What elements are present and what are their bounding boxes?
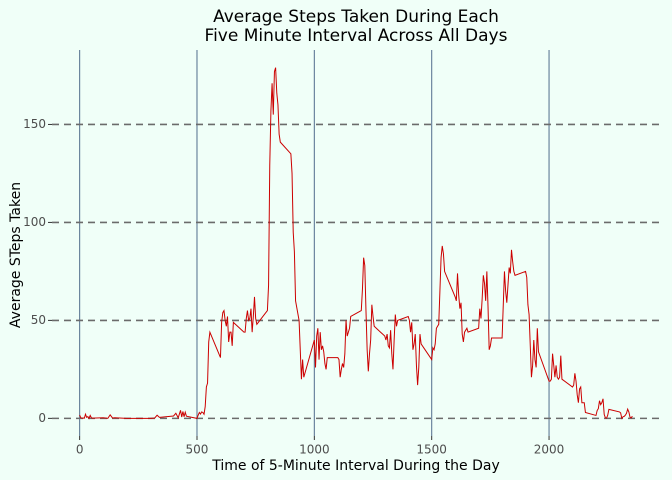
data-line [79, 67, 633, 420]
x-tick-label: 500 [186, 443, 209, 457]
x-tick-label: 1000 [299, 443, 330, 457]
x-tick-label: 2000 [534, 443, 565, 457]
chart-title: Five Minute Interval Across All Days [205, 26, 508, 46]
y-tick-label: 100 [23, 215, 46, 229]
x-axis-label: Time of 5-Minute Interval During the Day [211, 458, 500, 474]
x-tick-label: 0 [76, 443, 84, 457]
y-axis-label: Average STeps Taken [8, 182, 24, 328]
x-tick-label: 1500 [416, 443, 447, 457]
chart-title: Average Steps Taken During Each [213, 7, 499, 27]
y-tick-label: 150 [23, 117, 46, 131]
y-tick-label: 0 [38, 411, 46, 425]
y-tick-label: 50 [31, 313, 46, 327]
